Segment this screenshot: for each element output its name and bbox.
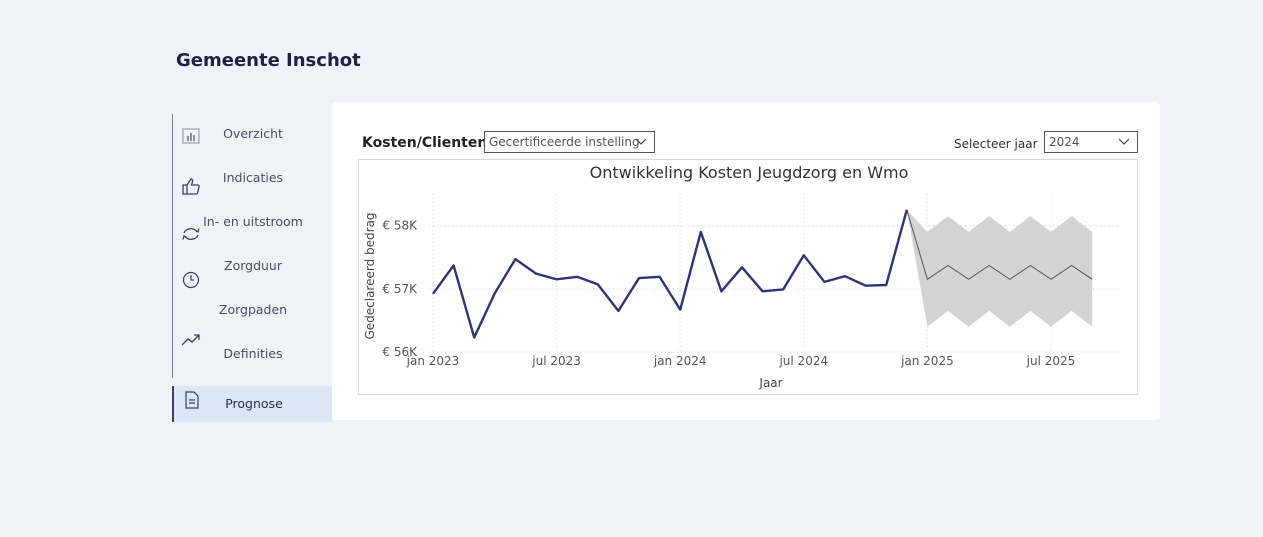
bar-chart-icon (181, 126, 201, 146)
category-dropdown[interactable]: Gecertificeerde instelling (484, 131, 655, 153)
sidebar-item-label: Prognose (225, 396, 283, 411)
y-tick-label: € 57K (382, 282, 418, 296)
main-panel: Kosten/Clienten Gecertificeerde instelli… (332, 102, 1160, 420)
sidebar-item-prognose[interactable]: Prognose (172, 386, 332, 422)
x-tick-label: jan 2023 (406, 354, 460, 368)
x-tick-label: jul 2025 (1026, 354, 1076, 368)
y-tick-label: € 58K (382, 219, 418, 233)
x-axis-ticks: jan 2023 jul 2023 jan 2024 jul 2024 jan 2025… (406, 354, 1076, 368)
sidebar-item-indicaties[interactable]: Indicaties (172, 158, 332, 202)
year-label: Selecteer jaar (954, 137, 1038, 151)
sidebar-item-zorgpaden[interactable]: Zorgpaden (172, 290, 332, 334)
metric-label: Kosten/Clienten (362, 135, 488, 151)
forecast-band (906, 209, 1093, 327)
sidebar-item-label: Indicaties (222, 170, 284, 185)
year-dropdown[interactable]: 2024 (1044, 131, 1138, 153)
x-tick-label: jul 2023 (531, 354, 581, 368)
sidebar-item-label: In- en uitstroom (203, 214, 303, 229)
x-tick-label: jul 2024 (778, 354, 828, 368)
chart-lines (432, 209, 1093, 339)
document-icon (182, 390, 202, 410)
page-title: Gemeente Inschot (176, 50, 361, 71)
forecast-chart: Ontwikkeling Kosten Jeugdzorg en Wmo € 5… (358, 159, 1138, 395)
sidebar-item-zorgduur[interactable]: Zorgduur (172, 246, 332, 290)
forecast-interval (906, 209, 1093, 327)
chart-svg: Ontwikkeling Kosten Jeugdzorg en Wmo € 5… (363, 163, 1119, 390)
series-line (432, 209, 908, 339)
sidebar-item-label: Zorgpaden (218, 302, 288, 317)
y-tick-label: € 56K (382, 345, 418, 359)
x-tick-label: jan 2024 (653, 354, 707, 368)
clock-icon (181, 270, 201, 290)
chart-title: Ontwikkeling Kosten Jeugdzorg en Wmo (590, 163, 909, 182)
category-dropdown-value: Gecertificeerde instelling (489, 135, 640, 149)
sidebar-nav: Overzicht Indicaties In- en uitstroom Zo… (172, 114, 332, 422)
chevron-down-icon (1118, 138, 1130, 145)
year-dropdown-value: 2024 (1049, 135, 1080, 149)
trend-icon (181, 330, 201, 350)
sidebar-item-overzicht[interactable]: Overzicht (172, 114, 332, 158)
y-axis-label: Gedeclareerd bedrag (363, 212, 377, 339)
sidebar-item-label: Overzicht (223, 126, 283, 141)
x-axis-label: Jaar (758, 376, 782, 390)
refresh-icon (181, 224, 201, 244)
sidebar-item-in-en-uitstroom[interactable]: In- en uitstroom (172, 202, 332, 246)
y-axis-ticks: € 56K € 57K € 58K (382, 219, 418, 359)
sidebar-item-label: Zorgduur (224, 258, 282, 273)
forecast-line (906, 209, 1093, 281)
sidebar-item-label: Definities (223, 346, 283, 361)
chart-grid (429, 194, 1119, 353)
chevron-down-icon (635, 138, 647, 145)
sidebar-item-definities[interactable]: Definities (172, 334, 332, 378)
x-tick-label: jan 2025 (900, 354, 954, 368)
thumbs-up-icon (181, 176, 201, 196)
